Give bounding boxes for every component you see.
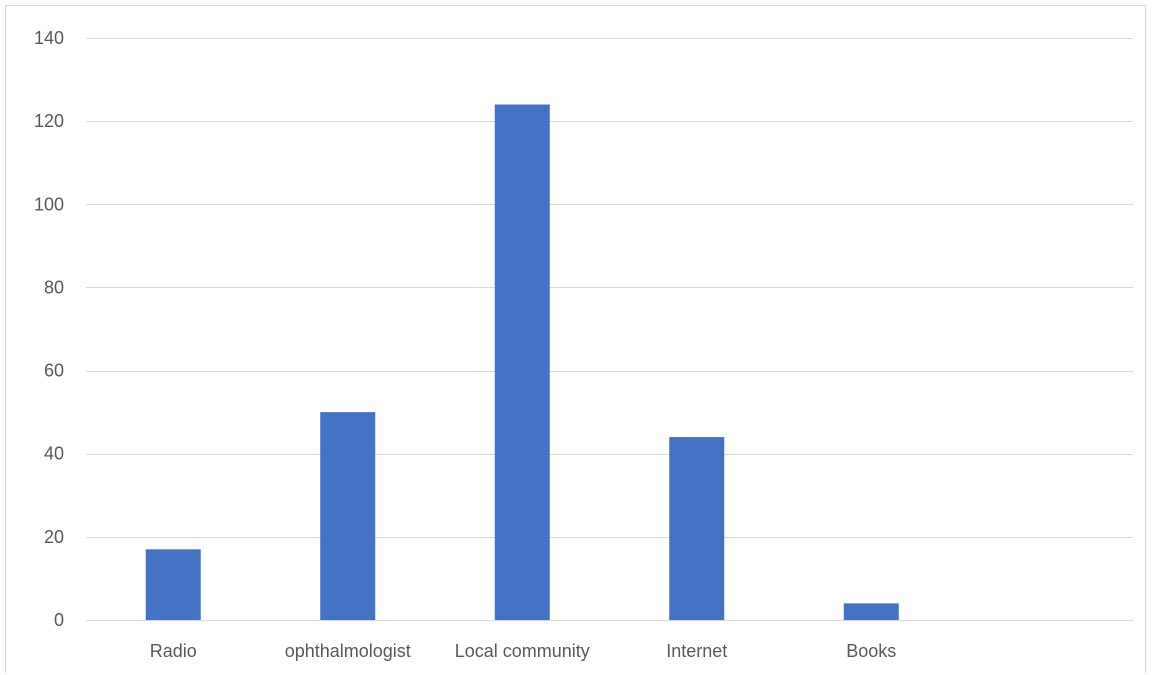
bar-books — [843, 603, 899, 620]
bar-local-community — [494, 104, 550, 620]
y-tick-label: 120 — [34, 111, 64, 131]
bar-radio — [145, 549, 201, 620]
bars — [145, 104, 899, 620]
x-axis-categories: Radio ophthalmologist Local community Inter… — [150, 641, 897, 661]
x-category-label: Internet — [666, 641, 727, 661]
x-category-label: Books — [846, 641, 896, 661]
y-tick-label: 20 — [44, 527, 64, 547]
y-tick-label: 0 — [54, 610, 64, 630]
y-tick-label: 140 — [34, 28, 64, 48]
bar-internet — [669, 437, 725, 620]
x-category-label: ophthalmologist — [285, 641, 411, 661]
y-tick-label: 100 — [34, 194, 64, 214]
y-tick-label: 80 — [44, 277, 64, 297]
x-category-label: Radio — [150, 641, 197, 661]
gridlines — [86, 38, 1133, 621]
y-tick-label: 60 — [44, 361, 64, 381]
x-category-label: Local community — [455, 641, 590, 661]
y-axis-ticks: 0 20 40 60 80 100 120 140 — [34, 28, 64, 630]
y-tick-label: 40 — [44, 444, 64, 464]
bar-ophthalmologist — [320, 412, 376, 620]
